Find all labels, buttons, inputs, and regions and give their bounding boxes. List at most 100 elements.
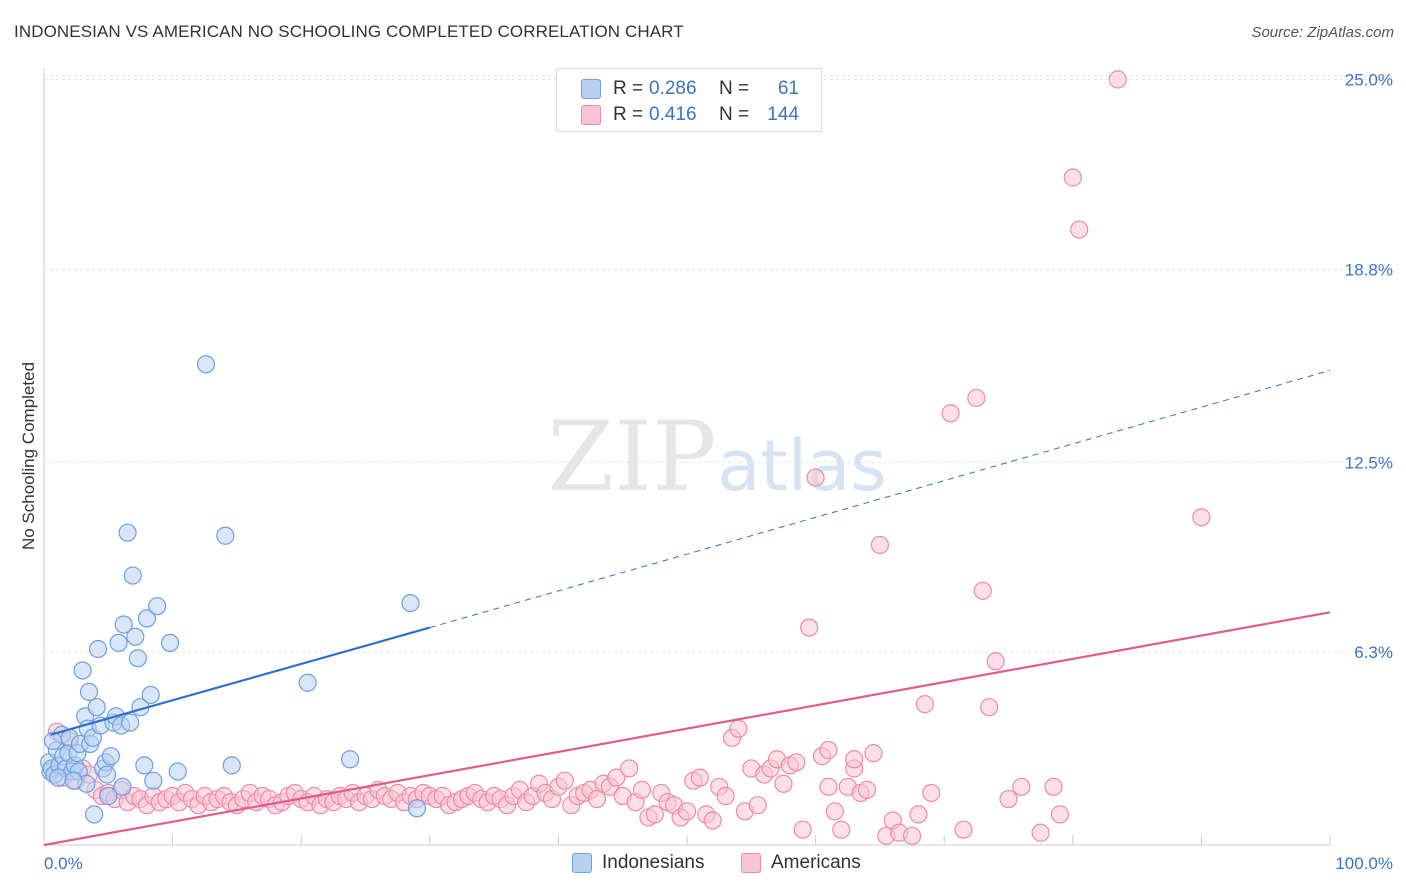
americans-point (902, 826, 922, 845)
americans-point (774, 774, 793, 793)
indonesians-point (85, 805, 104, 824)
indonesians-point (160, 633, 180, 653)
americans-point (555, 771, 574, 790)
indonesians-point (128, 649, 147, 668)
americans-point (1012, 777, 1031, 796)
americans-point (980, 698, 999, 717)
legend-n-label: N = (719, 78, 750, 99)
chart-title: INDONESIAN VS AMERICAN NO SCHOOLING COMP… (14, 22, 684, 41)
indonesians-point (113, 777, 132, 796)
bottom-legend-americans: Americans (741, 852, 861, 874)
americans-point (973, 581, 992, 600)
indonesians-point (196, 355, 216, 374)
indonesians-point (118, 523, 137, 542)
americans-point (677, 802, 697, 821)
legend-n-value: 144 (767, 104, 799, 125)
indonesians-point (114, 615, 133, 634)
axes (43, 68, 1331, 846)
americans-point (832, 820, 851, 839)
americans-point (954, 820, 973, 839)
americans-point (690, 768, 709, 787)
bottom-legend-swatch-americans (741, 853, 761, 873)
indonesians-point (121, 713, 140, 732)
bottom-legend-label: Indonesians (602, 852, 705, 873)
y-tick-label: 12.5% (1345, 453, 1393, 472)
trend-lines (43, 369, 1331, 847)
tick-labels: 6.3% 12.5% 18.8% 25.0% 0.0% 100.0% (44, 71, 1393, 874)
indonesians-point (141, 685, 160, 705)
indonesians-point (64, 771, 83, 790)
legend-r-value: 0.286 (649, 78, 697, 99)
americans-point (819, 740, 838, 760)
indonesians-point (222, 756, 241, 775)
indonesians-point (135, 756, 154, 775)
indonesians-point (126, 627, 145, 646)
indonesians-point (407, 799, 427, 818)
americans-point (909, 805, 928, 824)
indonesians-point (49, 768, 68, 787)
legend-n-label: N = (719, 104, 750, 125)
indonesians-point (79, 682, 99, 702)
series-indonesians (40, 355, 427, 824)
indonesians-point (137, 609, 156, 628)
legend-r-label: R = (613, 104, 644, 125)
americans-point (825, 802, 844, 821)
americans-point (806, 468, 825, 487)
americans-point (787, 753, 806, 772)
indonesians-point (99, 786, 118, 806)
grid-lines (44, 75, 1392, 653)
bottom-legend-label: Americans (771, 852, 861, 873)
americans-point (645, 805, 664, 824)
americans-point (632, 780, 652, 799)
source-label: Source: ZipAtlas.com (1251, 24, 1394, 41)
americans-point (915, 695, 935, 714)
data-points (40, 70, 1211, 845)
americans-point (857, 780, 877, 799)
indonesians-point (144, 771, 163, 790)
americans-point (845, 750, 864, 769)
indonesians-point (101, 747, 120, 766)
americans-point (1050, 805, 1070, 824)
x-tick-label: 0.0% (44, 854, 83, 873)
indonesians-point (87, 698, 106, 717)
americans-point (941, 404, 960, 423)
americans-point (1031, 823, 1050, 842)
americans-point (729, 719, 748, 738)
legend-row-americans: R = 0.416 N = 144 (581, 103, 799, 127)
legend-swatch-indonesians (581, 79, 601, 99)
indonesians-point (340, 750, 360, 769)
americans-trend-line (43, 611, 1331, 847)
americans-point (748, 796, 767, 815)
indonesians-point (216, 526, 235, 545)
x-tick-label: 100.0% (1335, 854, 1393, 873)
indonesians-point (298, 673, 317, 692)
legend-n-value: 61 (777, 78, 799, 99)
americans-point (1063, 168, 1082, 187)
americans-point (1108, 70, 1127, 89)
americans-point (986, 652, 1005, 671)
bottom-legend-indonesians: Indonesians (572, 852, 704, 874)
indonesians-trend-line (50, 626, 431, 736)
indonesians-trend-extension (429, 369, 1331, 629)
legend-r-label: R = (613, 78, 644, 99)
americans-point (999, 789, 1018, 809)
y-tick-label: 18.8% (1345, 260, 1393, 279)
watermark: ZIP atlas (547, 401, 886, 513)
indonesians-point (43, 731, 63, 750)
americans-point (864, 744, 883, 763)
americans-point (703, 811, 722, 830)
y-tick-label: 6.3% (1354, 643, 1393, 662)
bottom-legend-swatch-indonesians (572, 853, 592, 873)
legend-r-value: 0.416 (649, 104, 697, 125)
y-axis-label: No Schooling Completed (19, 362, 38, 550)
americans-point (967, 388, 986, 408)
correlation-legend: R = 0.286 N = 61 R = 0.416 N = 144 (556, 68, 822, 132)
americans-point (800, 618, 819, 637)
indonesians-point (168, 762, 187, 781)
indonesians-point (123, 566, 142, 585)
watermark-zip: ZIP (547, 401, 716, 513)
americans-point (922, 783, 941, 803)
americans-point (1070, 220, 1089, 239)
americans-point (620, 759, 639, 778)
indonesians-point (109, 633, 128, 653)
